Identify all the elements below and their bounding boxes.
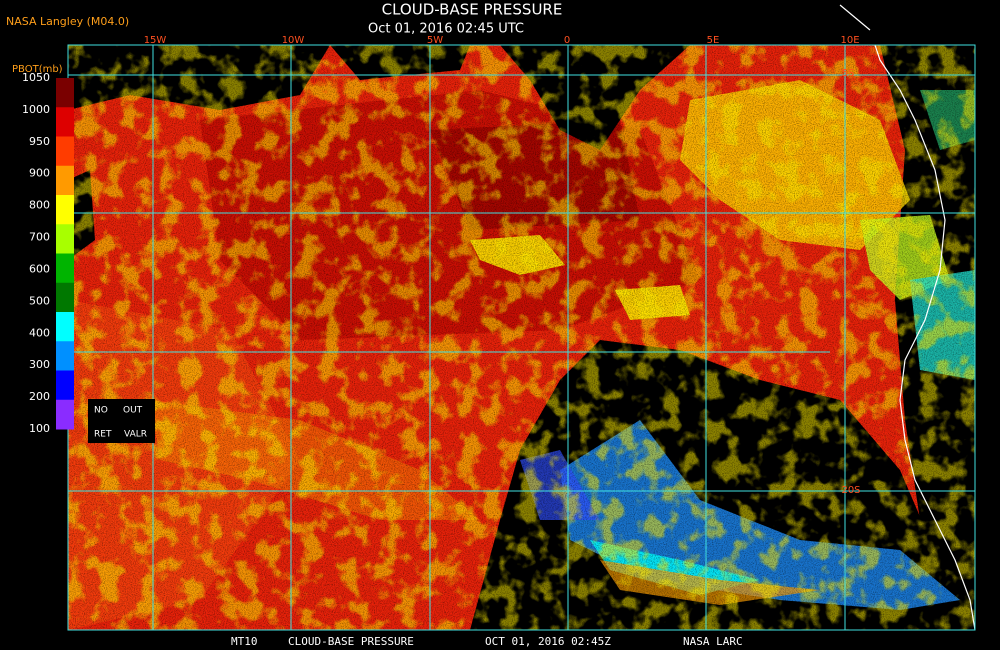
latitude-label: 5S xyxy=(842,68,855,79)
legend-tick-label: 900 xyxy=(29,167,50,180)
legend-swatch xyxy=(56,370,74,401)
legend-tick-label: 1050 xyxy=(22,71,50,84)
title: CLOUD-BASE PRESSURE xyxy=(382,1,563,19)
footer-text: MT10 xyxy=(231,635,258,648)
legend-swatch xyxy=(56,282,74,313)
legend-tick-label: 700 xyxy=(29,231,50,244)
footer-text: OCT 01, 2016 02:45Z xyxy=(485,635,611,648)
legend-note: VALR xyxy=(124,430,147,440)
legend-tick-label: 600 xyxy=(29,262,50,275)
source-label: NASA Langley (M04.0) xyxy=(6,15,129,28)
legend-note: RET xyxy=(94,430,112,440)
legend-tick-label: 100 xyxy=(29,422,50,435)
footer-text: CLOUD-BASE PRESSURE xyxy=(288,635,414,648)
legend-swatch xyxy=(56,195,74,225)
legend-label: PBOT(mb) xyxy=(12,64,63,75)
legend-note: OUT xyxy=(123,406,143,416)
legend-note: NO xyxy=(94,406,108,416)
longitude-label: 10E xyxy=(840,35,859,46)
legend-swatch xyxy=(56,399,74,430)
latitude-label: 20S xyxy=(841,485,860,496)
longitude-label: 10W xyxy=(282,35,305,46)
legend-tick-label: 950 xyxy=(29,135,50,148)
legend-tick-label: 500 xyxy=(29,294,50,307)
map-image xyxy=(68,45,975,630)
legend-swatch xyxy=(56,165,74,196)
legend-swatch xyxy=(56,136,74,167)
longitude-label: 0 xyxy=(564,35,570,46)
longitude-label: 5E xyxy=(707,35,720,46)
legend-swatch xyxy=(56,341,74,371)
legend-tick-label: 800 xyxy=(29,199,50,212)
legend-tick-label: 200 xyxy=(29,390,50,403)
legend-swatch xyxy=(56,78,74,108)
legend-swatch xyxy=(56,312,74,342)
footer-text: NASA LARC xyxy=(683,635,743,648)
subtitle: Oct 01, 2016 02:45 UTC xyxy=(368,22,524,37)
legend-tick-label: 400 xyxy=(29,326,50,339)
legend-swatch xyxy=(56,253,74,284)
legend-tick-label: 1000 xyxy=(22,103,50,116)
legend-swatch xyxy=(56,107,74,137)
legend-swatch xyxy=(56,224,74,254)
legend-notes-box xyxy=(88,399,155,443)
longitude-label: 15W xyxy=(144,35,167,46)
longitude-label: 5W xyxy=(427,35,443,46)
legend-tick-label: 300 xyxy=(29,358,50,371)
